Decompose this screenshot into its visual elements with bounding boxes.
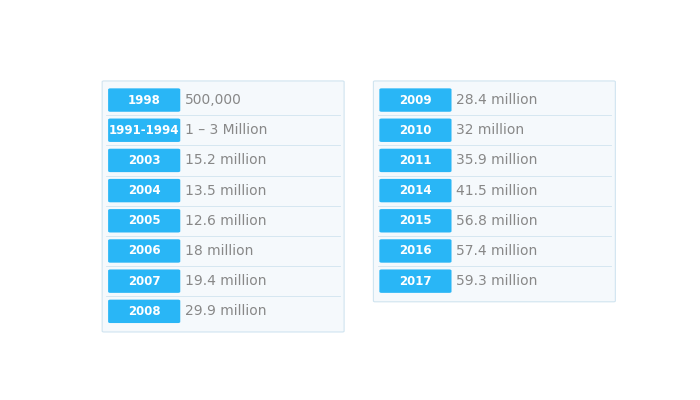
Text: 56.8 million: 56.8 million <box>456 214 538 228</box>
Text: 2015: 2015 <box>399 214 432 227</box>
Text: 19.4 million: 19.4 million <box>185 274 267 288</box>
Text: 2010: 2010 <box>399 124 432 137</box>
FancyBboxPatch shape <box>102 81 344 332</box>
Text: 2007: 2007 <box>128 275 160 288</box>
Text: 57.4 million: 57.4 million <box>456 244 538 258</box>
FancyBboxPatch shape <box>379 270 452 293</box>
FancyBboxPatch shape <box>108 300 181 323</box>
FancyBboxPatch shape <box>108 118 181 142</box>
Text: 2016: 2016 <box>399 244 432 258</box>
Text: 1998: 1998 <box>128 94 160 106</box>
FancyBboxPatch shape <box>108 179 181 202</box>
Text: 1 – 3 Million: 1 – 3 Million <box>185 123 267 137</box>
FancyBboxPatch shape <box>108 239 181 263</box>
Text: 2017: 2017 <box>399 275 432 288</box>
Text: 29.9 million: 29.9 million <box>185 304 267 318</box>
Text: 2009: 2009 <box>399 94 432 106</box>
Text: 2005: 2005 <box>128 214 160 227</box>
Text: 32 million: 32 million <box>456 123 524 137</box>
Text: 2014: 2014 <box>399 184 432 197</box>
Text: 500,000: 500,000 <box>185 93 242 107</box>
Text: 2006: 2006 <box>128 244 160 258</box>
Text: 2011: 2011 <box>399 154 432 167</box>
FancyBboxPatch shape <box>108 149 181 172</box>
FancyBboxPatch shape <box>379 179 452 202</box>
Text: 18 million: 18 million <box>185 244 253 258</box>
FancyBboxPatch shape <box>379 239 452 263</box>
FancyBboxPatch shape <box>379 149 452 172</box>
FancyBboxPatch shape <box>373 81 615 302</box>
Text: 59.3 million: 59.3 million <box>456 274 538 288</box>
FancyBboxPatch shape <box>379 88 452 112</box>
Text: 12.6 million: 12.6 million <box>185 214 267 228</box>
Text: 13.5 million: 13.5 million <box>185 184 267 198</box>
FancyBboxPatch shape <box>108 209 181 232</box>
Text: 28.4 million: 28.4 million <box>456 93 538 107</box>
Text: 1991-1994: 1991-1994 <box>109 124 179 137</box>
Text: 2008: 2008 <box>128 305 160 318</box>
Text: 35.9 million: 35.9 million <box>456 154 538 168</box>
Text: 2003: 2003 <box>128 154 160 167</box>
Text: 41.5 million: 41.5 million <box>456 184 538 198</box>
Text: 15.2 million: 15.2 million <box>185 154 267 168</box>
FancyBboxPatch shape <box>108 88 181 112</box>
Text: 2004: 2004 <box>128 184 160 197</box>
FancyBboxPatch shape <box>379 209 452 232</box>
FancyBboxPatch shape <box>379 118 452 142</box>
FancyBboxPatch shape <box>108 270 181 293</box>
